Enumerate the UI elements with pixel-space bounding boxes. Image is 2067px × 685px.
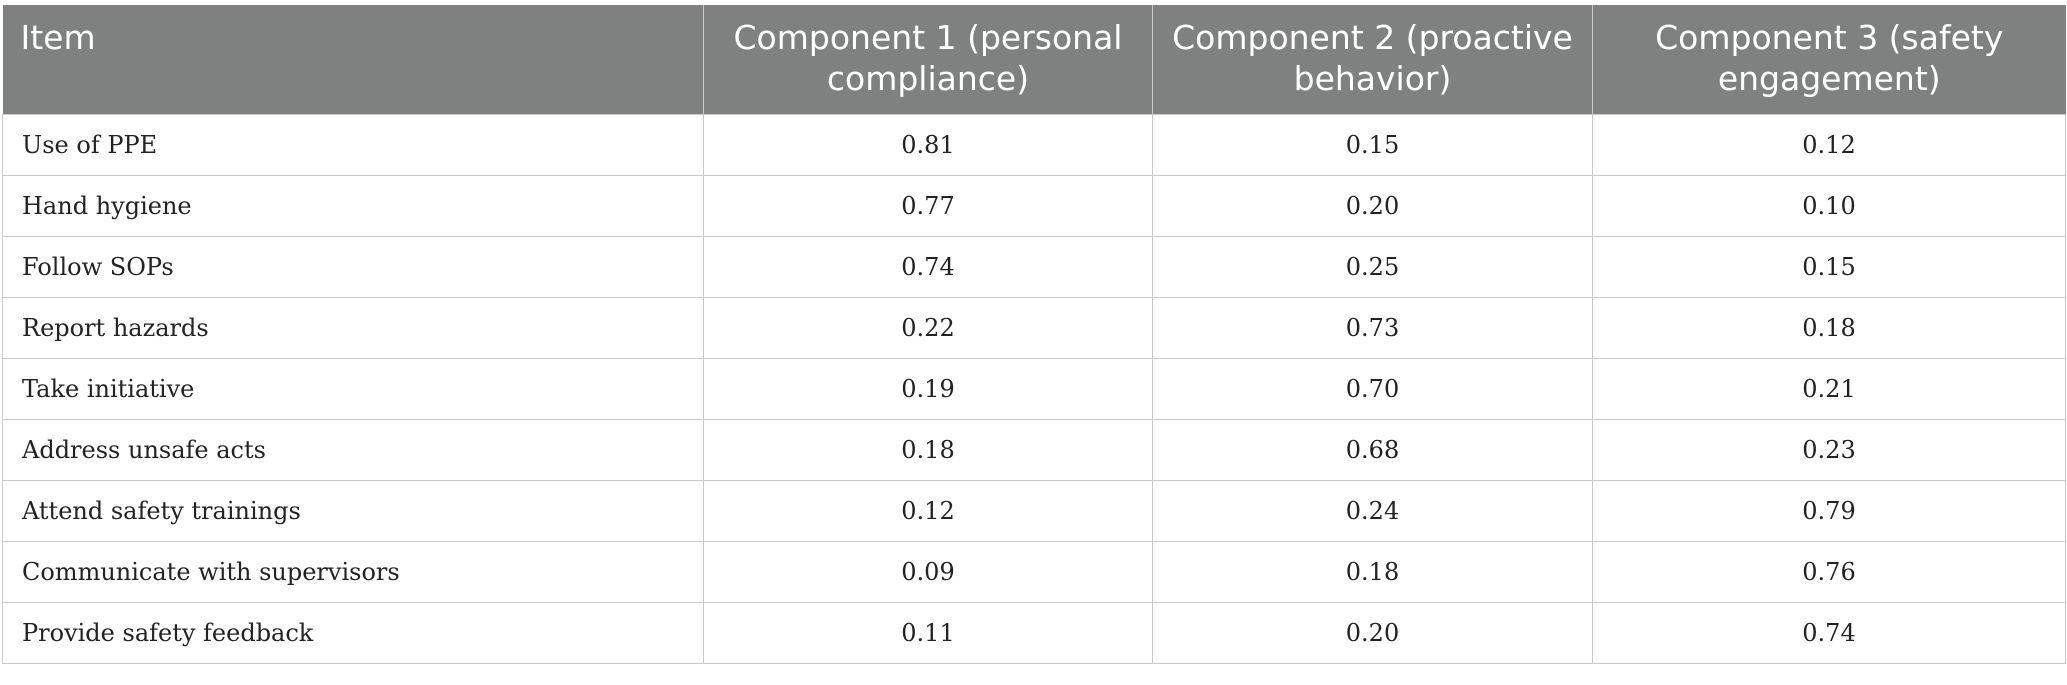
table-row: Take initiative 0.19 0.70 0.21: [2, 357, 2066, 420]
item-cell: Follow SOPs: [2, 235, 704, 298]
component-1-cell: 0.09: [703, 540, 1153, 603]
header-item: Item: [2, 5, 704, 114]
component-2-cell: 0.20: [1152, 601, 1593, 664]
component-1-cell: 0.18: [703, 418, 1153, 481]
component-3-cell: 0.12: [1592, 113, 2066, 176]
component-2-cell: 0.15: [1152, 113, 1593, 176]
component-2-cell: 0.73: [1152, 296, 1593, 359]
component-3-cell: 0.79: [1592, 479, 2066, 542]
header-component-1: Component 1 (personal compliance): [703, 5, 1153, 114]
item-cell: Hand hygiene: [2, 174, 704, 237]
table-body: Use of PPE 0.81 0.15 0.12 Hand hygiene 0…: [2, 113, 2066, 664]
table-row: Report hazards 0.22 0.73 0.18: [2, 296, 2066, 359]
table-row: Address unsafe acts 0.18 0.68 0.23: [2, 418, 2066, 481]
component-1-cell: 0.22: [703, 296, 1153, 359]
component-1-cell: 0.74: [703, 235, 1153, 298]
component-2-cell: 0.68: [1152, 418, 1593, 481]
component-1-cell: 0.81: [703, 113, 1153, 176]
component-1-cell: 0.12: [703, 479, 1153, 542]
component-2-cell: 0.24: [1152, 479, 1593, 542]
header-component-3: Component 3 (safety engagement): [1592, 5, 2066, 114]
item-cell: Attend safety trainings: [2, 479, 704, 542]
component-2-cell: 0.70: [1152, 357, 1593, 420]
component-3-cell: 0.23: [1592, 418, 2066, 481]
component-1-cell: 0.11: [703, 601, 1153, 664]
table-row: Communicate with supervisors 0.09 0.18 0…: [2, 540, 2066, 603]
component-3-cell: 0.21: [1592, 357, 2066, 420]
header-row: Item Component 1 (personal compliance) C…: [2, 5, 2066, 114]
table-row: Use of PPE 0.81 0.15 0.12: [2, 113, 2066, 176]
item-cell: Use of PPE: [2, 113, 704, 176]
table-row: Follow SOPs 0.74 0.25 0.15: [2, 235, 2066, 298]
component-loadings-table: Item Component 1 (personal compliance) C…: [2, 5, 2066, 664]
component-3-cell: 0.74: [1592, 601, 2066, 664]
component-3-cell: 0.76: [1592, 540, 2066, 603]
table-row: Attend safety trainings 0.12 0.24 0.79: [2, 479, 2066, 542]
header-component-2: Component 2 (proactive behavior): [1152, 5, 1593, 114]
item-cell: Communicate with supervisors: [2, 540, 704, 603]
table-header: Item Component 1 (personal compliance) C…: [2, 5, 2066, 114]
component-2-cell: 0.18: [1152, 540, 1593, 603]
item-cell: Take initiative: [2, 357, 704, 420]
component-3-cell: 0.15: [1592, 235, 2066, 298]
component-1-cell: 0.19: [703, 357, 1153, 420]
component-3-cell: 0.10: [1592, 174, 2066, 237]
component-2-cell: 0.25: [1152, 235, 1593, 298]
component-2-cell: 0.20: [1152, 174, 1593, 237]
component-3-cell: 0.18: [1592, 296, 2066, 359]
table-row: Hand hygiene 0.77 0.20 0.10: [2, 174, 2066, 237]
item-cell: Provide safety feedback: [2, 601, 704, 664]
component-1-cell: 0.77: [703, 174, 1153, 237]
item-cell: Address unsafe acts: [2, 418, 704, 481]
item-cell: Report hazards: [2, 296, 704, 359]
table-row: Provide safety feedback 0.11 0.20 0.74: [2, 601, 2066, 664]
